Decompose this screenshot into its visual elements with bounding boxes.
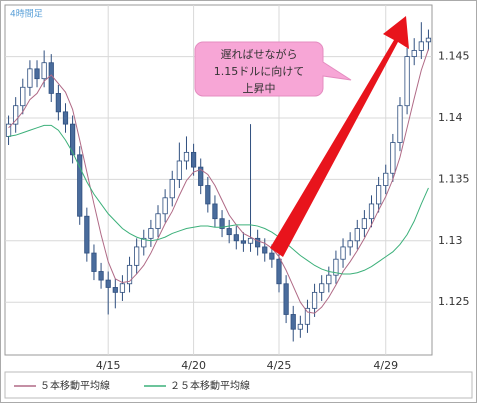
y-tick-label: 1.145	[438, 50, 470, 63]
candle-body	[368, 203, 375, 220]
candle-body	[105, 279, 111, 288]
candle-body	[176, 160, 182, 180]
arrow	[270, 16, 409, 257]
callout-line: 遅ればせながら	[221, 47, 298, 61]
candle-body	[247, 237, 254, 244]
candle-body	[361, 218, 367, 229]
candle-body	[290, 314, 296, 330]
candle-body	[112, 287, 118, 293]
candle-body	[70, 123, 76, 156]
ma-line	[8, 49, 429, 314]
candle-body	[418, 41, 424, 51]
candle-body	[376, 185, 382, 205]
candle-body	[240, 240, 247, 244]
candle-body	[226, 228, 232, 236]
candle-body	[84, 215, 90, 254]
candle-body	[126, 264, 133, 285]
candle-body	[340, 246, 346, 260]
candle-body	[425, 37, 432, 43]
candle-body	[155, 213, 161, 229]
callout-box	[194, 41, 352, 97]
candle-body	[34, 68, 40, 80]
candle-body	[134, 246, 140, 266]
candle-body	[141, 237, 147, 248]
x-tick-label: 4/29	[373, 359, 398, 372]
x-tick-label: 4/25	[267, 359, 292, 372]
candle-body	[411, 50, 417, 57]
candle-body	[98, 271, 104, 281]
candle-body	[383, 172, 389, 186]
candle-body	[91, 252, 97, 272]
legend-items: ５本移動平均線 ２５本移動平均線	[14, 379, 250, 392]
candle-body	[269, 252, 275, 260]
candle-body	[304, 307, 311, 325]
candle-body	[183, 151, 190, 162]
candle-body	[255, 237, 261, 248]
candle-body	[205, 185, 211, 205]
candle-body	[276, 258, 282, 285]
candle-body	[404, 56, 410, 107]
candle-body	[148, 228, 154, 239]
y-tick-label: 1.14	[438, 111, 463, 124]
candle-body	[198, 166, 204, 186]
legend-label: ２５本移動平均線	[170, 379, 250, 392]
candle-body	[62, 111, 69, 125]
candle-body	[212, 203, 218, 220]
callout-line: 1.15ドルに向けて	[214, 64, 305, 78]
grid	[5, 5, 432, 355]
candle-body	[55, 93, 61, 113]
legend	[4, 371, 473, 399]
candle-body	[119, 283, 126, 293]
candle-body	[347, 240, 353, 248]
candle-body	[319, 283, 325, 293]
x-tick-label: 4/20	[181, 359, 206, 372]
candle-body	[233, 234, 239, 242]
x-tick-label: 4/15	[96, 359, 121, 372]
candle-body	[169, 178, 175, 199]
moving-averages	[8, 49, 429, 314]
y-tick-label: 1.13	[438, 234, 463, 247]
candle-body	[297, 323, 303, 330]
candle-body	[162, 197, 168, 215]
candle-body	[326, 274, 332, 285]
candle-body	[219, 218, 225, 229]
y-tick-label: 1.125	[438, 295, 470, 308]
candle-body	[354, 228, 360, 242]
ma-line	[8, 124, 429, 275]
candle-body	[77, 154, 83, 217]
candle-body	[262, 246, 268, 254]
candle-body	[333, 258, 339, 276]
candle-body	[390, 142, 396, 174]
candle-body	[5, 123, 12, 137]
callout-line: 上昇中	[243, 82, 276, 95]
subtitle: 4時間足	[10, 9, 43, 20]
candle-body	[41, 62, 47, 80]
candle-body	[13, 105, 19, 125]
candle-body	[283, 283, 289, 315]
candle-body	[190, 151, 197, 168]
legend-label: ５本移動平均線	[40, 379, 110, 392]
candle-body	[311, 291, 318, 309]
candle-body	[397, 105, 403, 143]
candle-body	[48, 62, 54, 94]
y-tick-label: 1.135	[438, 172, 470, 185]
candle-body	[27, 68, 33, 88]
candle-body	[20, 86, 26, 107]
